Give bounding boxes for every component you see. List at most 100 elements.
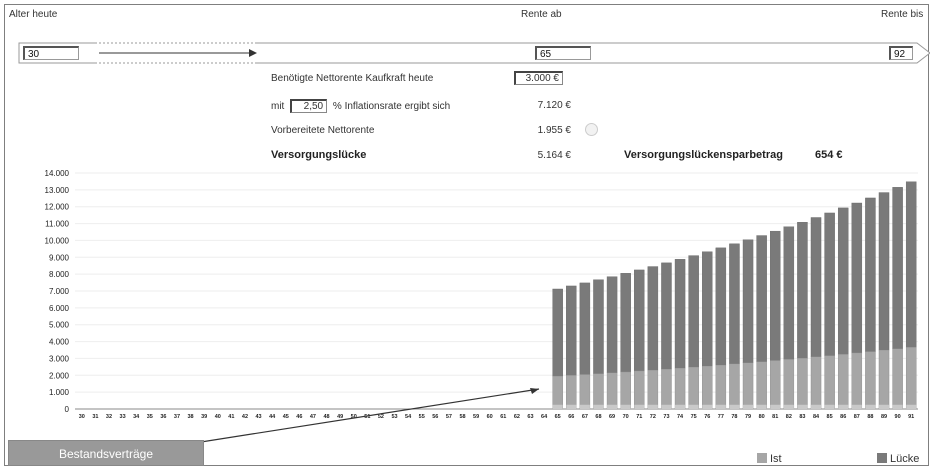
bar-luecke — [702, 251, 713, 367]
x-tick-label: 55 — [419, 414, 425, 420]
x-tick-label: 50 — [351, 414, 357, 420]
x-tick-label: 73 — [663, 414, 669, 420]
x-tick-label: 49 — [337, 414, 343, 420]
x-tick-label: 60 — [487, 414, 493, 420]
x-tick-label: 53 — [391, 414, 397, 420]
x-tick-label: 82 — [786, 414, 792, 420]
prepared-pension-value: 1.955 € — [537, 125, 571, 136]
x-tick-label: 70 — [623, 414, 629, 420]
x-tick-label: 71 — [636, 414, 642, 420]
needed-pension-label: Benötigte Nettorente Kaufkraft heute — [271, 73, 434, 84]
mit-label: mit — [271, 101, 285, 112]
x-tick-label: 51 — [364, 414, 370, 420]
x-tick-label: 67 — [582, 414, 588, 420]
age-today-label: Alter heute — [9, 9, 58, 20]
legend-ist-label: Ist — [770, 453, 782, 465]
inflation-rate-input[interactable]: 2,50 — [290, 99, 328, 113]
pension-gap-panel: Alter heute Rente ab Rente bis 30 65 92 … — [4, 4, 930, 466]
x-tick-label: 87 — [854, 414, 860, 420]
bar-base — [620, 404, 631, 409]
y-tick-label: 5.000 — [49, 321, 70, 330]
bar-base — [675, 404, 686, 409]
bar-luecke — [552, 288, 563, 377]
bar-base — [770, 404, 781, 409]
bar-base — [607, 404, 618, 409]
bar-base — [797, 404, 808, 409]
pension-until-input[interactable]: 92 — [889, 46, 913, 60]
x-tick-label: 84 — [813, 414, 820, 420]
x-tick-label: 45 — [283, 414, 289, 420]
bar-luecke — [797, 222, 808, 359]
x-tick-label: 42 — [242, 414, 248, 420]
x-tick-label: 46 — [296, 414, 302, 420]
x-tick-label: 91 — [908, 414, 914, 420]
bar-base — [743, 404, 754, 409]
pointer-arrow-line — [200, 388, 540, 443]
legend-ist-swatch — [757, 453, 767, 463]
x-tick-label: 31 — [92, 414, 98, 420]
x-tick-label: 66 — [568, 414, 574, 420]
bar-base — [702, 404, 713, 409]
x-tick-label: 59 — [473, 414, 479, 420]
x-tick-label: 33 — [120, 414, 126, 420]
x-tick-label: 76 — [704, 414, 710, 420]
y-tick-label: 14.000 — [45, 169, 70, 178]
x-tick-label: 81 — [772, 414, 778, 420]
x-tick-label: 38 — [188, 414, 194, 420]
bar-luecke — [729, 243, 740, 365]
x-tick-label: 72 — [650, 414, 656, 420]
needed-pension-field[interactable]: 3.000 € — [503, 71, 563, 85]
bar-luecke — [824, 212, 835, 356]
bar-base — [810, 404, 822, 409]
inflation-label: % Inflationsrate ergibt sich — [332, 101, 451, 112]
bar-luecke — [770, 230, 781, 361]
pension-until-label: Rente bis — [881, 9, 924, 20]
bar-luecke — [579, 282, 591, 375]
x-tick-label: 43 — [255, 414, 261, 420]
x-tick-label: 44 — [269, 414, 276, 420]
saving-amount-label: Versorgungslückensparbetrag — [624, 149, 783, 161]
bar-luecke — [878, 192, 890, 351]
bar-luecke — [851, 202, 863, 354]
x-tick-label: 34 — [133, 414, 140, 420]
bar-luecke — [606, 276, 618, 373]
y-tick-label: 4.000 — [49, 338, 70, 347]
pointer-arrow — [200, 388, 540, 443]
bar-luecke — [620, 273, 631, 373]
bar-luecke — [647, 266, 659, 371]
x-tick-label: 41 — [228, 414, 234, 420]
bestand-contracts-button[interactable]: Bestandsverträge — [8, 440, 204, 466]
age-today-input[interactable]: 30 — [23, 46, 79, 60]
bar-base — [566, 404, 577, 409]
timeline-track — [18, 42, 930, 64]
x-tick-label: 63 — [527, 414, 533, 420]
needed-pension-input[interactable]: 3.000 € — [514, 71, 563, 85]
age-arrow-head — [249, 49, 257, 57]
x-tick-label: 64 — [541, 414, 548, 420]
bar-base — [878, 404, 890, 409]
bar-base — [715, 404, 726, 409]
x-tick-label: 77 — [718, 414, 724, 420]
y-tick-label: 9.000 — [49, 253, 70, 262]
pointer-arrow-head — [530, 388, 539, 394]
bar-base — [865, 404, 876, 409]
y-tick-label: 11.000 — [45, 220, 69, 229]
x-tick-label: 75 — [691, 414, 697, 420]
pension-chart: 0 1.000 2.000 3.000 4.000 5.000 6.000 7.000 8.00… — [45, 169, 918, 420]
info-icon[interactable] — [585, 123, 598, 136]
x-tick-label: 89 — [881, 414, 887, 420]
bar-luecke — [756, 235, 767, 362]
x-tick-label: 79 — [745, 414, 751, 420]
pension-from-input[interactable]: 65 — [535, 46, 591, 60]
inflated-pension-value: 7.120 € — [537, 100, 571, 111]
x-tick-label: 78 — [731, 414, 737, 420]
bar-luecke — [593, 279, 604, 374]
y-tick-label: 2.000 — [49, 371, 70, 380]
y-tick-label: 6.000 — [49, 304, 70, 313]
age-timeline — [18, 42, 930, 64]
x-tick-label: 62 — [514, 414, 520, 420]
x-tick-label: 30 — [79, 414, 85, 420]
y-tick-label: 3.000 — [49, 354, 70, 363]
bar-base — [688, 404, 699, 409]
y-tick-label: 0 — [65, 405, 70, 414]
